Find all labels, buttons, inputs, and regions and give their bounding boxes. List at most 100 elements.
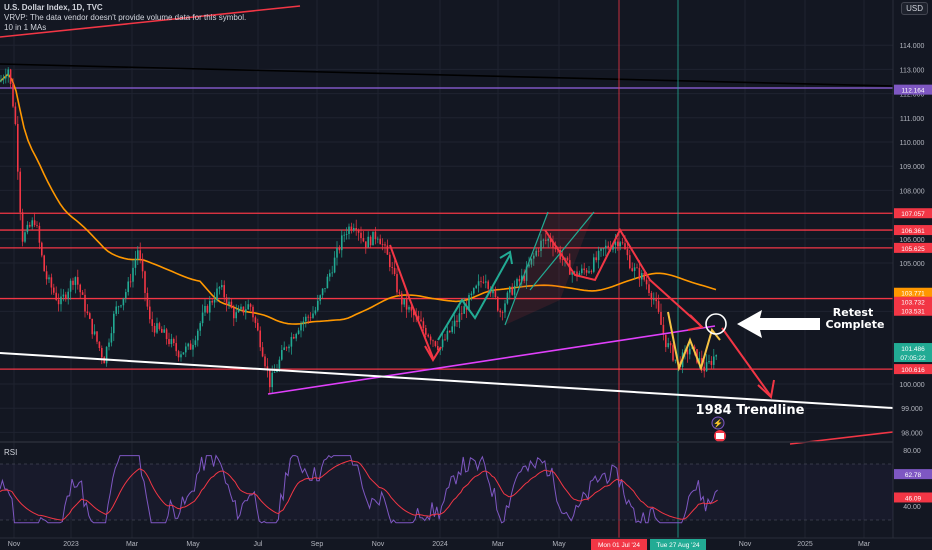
- candle-body: [48, 277, 50, 280]
- time-tick: Nov: [739, 541, 752, 548]
- candle-body: [398, 292, 401, 294]
- candle-body: [600, 248, 602, 251]
- candle-body: [247, 304, 249, 310]
- candle-body: [209, 300, 211, 313]
- price-label: 07:05:22: [900, 355, 926, 362]
- candle-body: [444, 339, 446, 341]
- red-arrow-1-head: [424, 345, 442, 362]
- candle-body: [62, 294, 65, 297]
- price-tick: 105.000: [899, 261, 924, 268]
- currency-button[interactable]: USD: [901, 2, 928, 15]
- candle-body: [689, 348, 691, 355]
- candle-body: [537, 250, 540, 252]
- candle-body: [21, 212, 24, 242]
- candle-body: [480, 281, 482, 283]
- wedge-upper-line: [529, 211, 595, 291]
- red-forecast-arrow-head: [757, 379, 775, 399]
- candle-body: [446, 330, 449, 340]
- rsi-value-label: 46.09: [905, 495, 922, 502]
- candle-body: [597, 250, 600, 261]
- candle-body: [33, 220, 36, 226]
- candle-body: [487, 281, 489, 289]
- candle-body: [259, 330, 261, 348]
- price-tick: 108.000: [899, 188, 924, 195]
- rsi-grid: 80.00 40.00: [0, 448, 921, 521]
- time-tick: Mar: [492, 541, 505, 548]
- candle-body: [497, 297, 499, 311]
- price-tick: 110.000: [900, 140, 925, 147]
- price-label-bg: [894, 343, 932, 354]
- time-tick: 2024: [432, 541, 448, 548]
- candle-body: [324, 288, 326, 290]
- candle-body: [561, 259, 564, 261]
- candle-body: [72, 280, 74, 285]
- yellow-zigzag: [667, 311, 721, 372]
- retest-label: Retest: [833, 306, 873, 319]
- candle-body: [233, 307, 235, 319]
- calendar-icon[interactable]: [714, 430, 726, 442]
- candle-body: [617, 241, 619, 247]
- candle-body: [461, 313, 463, 315]
- candle-body: [425, 327, 427, 335]
- candle-body: [667, 343, 669, 348]
- candle-body: [139, 250, 141, 259]
- lightning-icon[interactable]: ⚡: [711, 416, 725, 430]
- candle-body: [477, 281, 480, 286]
- candle-body: [552, 242, 554, 249]
- candle-body: [576, 271, 578, 277]
- rsi-ma-line: [0, 459, 718, 521]
- candle-body: [405, 298, 408, 310]
- candle-body: [305, 316, 307, 322]
- candle-body: [149, 306, 151, 320]
- candle-body: [84, 294, 86, 312]
- price-label-bg: [894, 208, 932, 219]
- candle-body: [475, 285, 477, 289]
- candle-body: [602, 248, 605, 250]
- candle-body: [648, 284, 650, 294]
- candle-body: [453, 320, 456, 327]
- candle-body: [180, 354, 182, 358]
- crosshair-date-labels: Mon 01 Jul '24 Tue 27 Aug '24: [591, 539, 706, 550]
- price-label-bg: [894, 352, 932, 363]
- candle-body: [698, 358, 701, 363]
- candle-body: [29, 224, 31, 227]
- rsi-label-bg: [894, 492, 932, 503]
- candle-body: [108, 342, 110, 347]
- candle-body: [86, 311, 89, 314]
- price-label: 112.164: [901, 88, 924, 95]
- candle-body: [14, 106, 17, 124]
- candle-body: [36, 225, 38, 226]
- candle-body: [468, 295, 470, 310]
- candle-body: [499, 310, 501, 313]
- candle-body: [713, 356, 715, 365]
- candle-body: [110, 333, 113, 343]
- price-label: 103.732: [901, 300, 925, 307]
- candle-body: [441, 339, 444, 348]
- candle-body: [245, 309, 247, 313]
- candle-body: [312, 313, 314, 318]
- candle-body: [396, 274, 398, 293]
- candle-body: [177, 351, 180, 358]
- candle-body: [513, 285, 516, 295]
- candle-body: [357, 230, 360, 233]
- candle-body: [213, 300, 216, 303]
- candle-body: [113, 313, 115, 334]
- candle-body: [432, 340, 434, 342]
- candle-body: [516, 279, 518, 286]
- candle-body: [144, 271, 146, 293]
- candle-body: [619, 242, 621, 247]
- candle-body: [261, 347, 264, 357]
- time-tick: Mar: [126, 541, 139, 548]
- candle-body: [81, 292, 84, 295]
- candle-body: [501, 312, 504, 314]
- price-tick: 111.000: [900, 116, 924, 123]
- candle-body: [384, 244, 386, 246]
- price-axis-ticks: 114.000 113.000 112.000 111.000 110.000 109.0…: [899, 43, 924, 437]
- candle-body: [705, 362, 708, 372]
- candle-body: [321, 288, 324, 296]
- candle-body: [595, 257, 597, 261]
- candle-body: [379, 238, 381, 245]
- crosshair-label-bg: [650, 539, 706, 550]
- candle-body: [547, 238, 549, 241]
